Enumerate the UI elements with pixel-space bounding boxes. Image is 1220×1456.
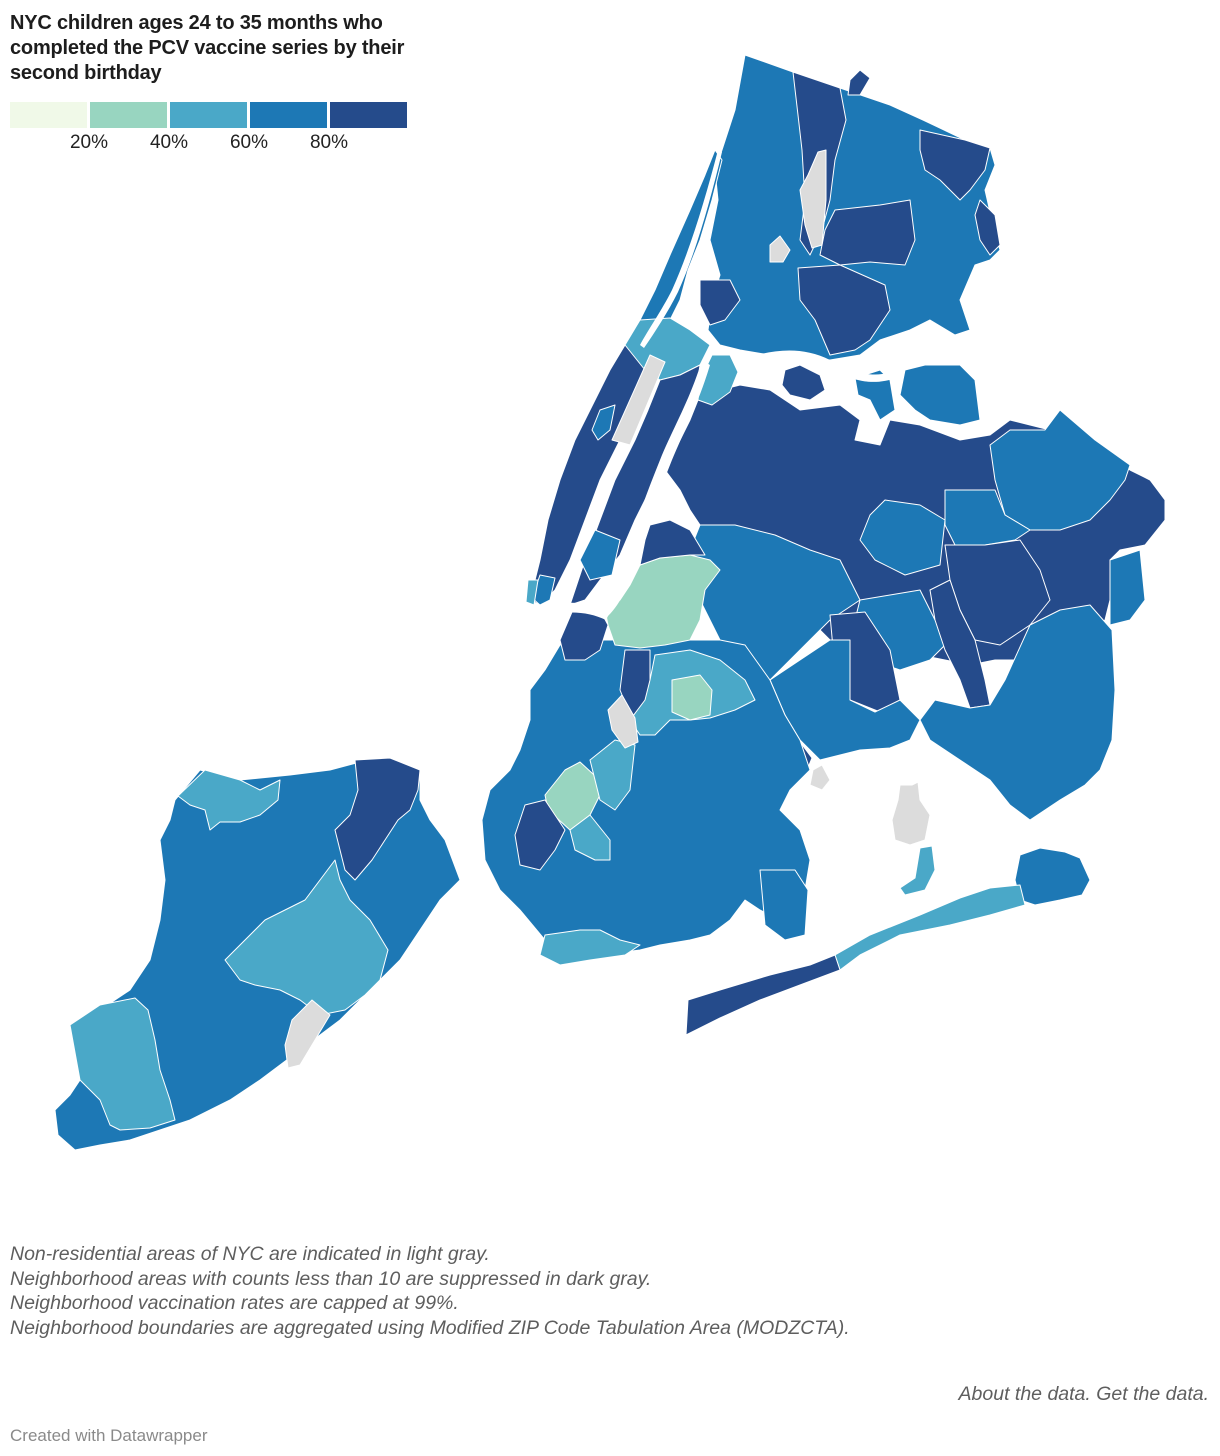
map-region[interactable] — [481, 639, 811, 956]
borough-bronx — [699, 54, 1001, 361]
chart-title: NYC children ages 24 to 35 months who co… — [10, 12, 405, 84]
legend-swatch-40-60 — [170, 102, 247, 128]
map-region-nonresidential — [809, 764, 831, 791]
map-region[interactable] — [525, 579, 539, 606]
map-region[interactable] — [854, 369, 896, 421]
borough-staten-island — [54, 757, 461, 1151]
map-region[interactable] — [579, 529, 621, 581]
map-region-nonresidential — [284, 999, 331, 1069]
legend-swatch-80-99 — [330, 102, 407, 128]
legend-swatch-0-20 — [10, 102, 87, 128]
map-region[interactable] — [69, 997, 176, 1131]
map-region-nonresidential — [891, 781, 931, 846]
note-nonresidential: Non-residential areas of NYC are indicat… — [10, 1243, 490, 1265]
legend-swatch-20-40 — [90, 102, 167, 128]
map-region[interactable] — [685, 954, 841, 1036]
map-region[interactable] — [671, 674, 713, 721]
map-region[interactable] — [899, 845, 936, 896]
legend-tick-80: 80% — [309, 132, 349, 153]
map-region[interactable] — [859, 499, 946, 576]
footnotes: Non-residential areas of NYC are indicat… — [10, 1242, 850, 1340]
borough-queens-south — [685, 781, 1091, 1036]
map-region[interactable] — [639, 519, 706, 566]
map-region[interactable] — [589, 739, 636, 811]
map-region-nonresidential — [611, 354, 666, 446]
datawrapper-credit[interactable]: Created with Datawrapper — [10, 1426, 208, 1445]
legend-tick-40: 40% — [149, 132, 189, 153]
map-region[interactable] — [781, 364, 826, 401]
map-region[interactable] — [919, 129, 991, 201]
note-modzcta: Neighborhood boundaries are aggregated u… — [10, 1316, 850, 1339]
waterways — [530, 150, 902, 620]
map-region[interactable] — [591, 404, 616, 441]
map-region-nonresidential — [799, 149, 827, 249]
map-region[interactable] — [334, 757, 421, 881]
map-region[interactable] — [539, 929, 641, 966]
map-region-nonresidential — [769, 235, 791, 263]
map-region-nonresidential — [607, 694, 639, 749]
map-region[interactable] — [974, 199, 1001, 256]
map-region[interactable] — [569, 814, 611, 861]
borough-queens — [664, 354, 1166, 821]
map-region[interactable] — [899, 364, 981, 426]
note-capped: Neighborhood vaccination rates are cappe… — [10, 1292, 459, 1314]
map-region[interactable] — [224, 859, 389, 1016]
borough-brooklyn — [481, 519, 811, 966]
get-data-link[interactable]: Get the data. — [1096, 1383, 1209, 1405]
map-region[interactable] — [1014, 847, 1091, 906]
nyc-choropleth-map[interactable] — [0, 0, 1220, 1200]
color-legend: 20% 40% 60% 80% — [10, 102, 410, 162]
map-region[interactable] — [989, 409, 1131, 531]
map-region[interactable] — [514, 799, 566, 871]
map-region[interactable] — [699, 279, 741, 326]
map-region[interactable] — [604, 554, 721, 649]
borough-manhattan — [525, 149, 723, 606]
note-suppressed: Neighborhood areas with counts less than… — [10, 1267, 652, 1290]
legend-swatch-60-80 — [250, 102, 327, 128]
map-region[interactable] — [759, 869, 809, 941]
map-region[interactable] — [919, 604, 1116, 821]
legend-tick-60: 60% — [229, 132, 269, 153]
legend-tick-20: 20% — [69, 132, 109, 153]
map-region[interactable] — [1109, 549, 1146, 626]
map-region[interactable] — [797, 264, 891, 356]
map-region[interactable] — [834, 884, 1026, 971]
map-region[interactable] — [847, 69, 871, 96]
map-region[interactable] — [944, 489, 1031, 546]
data-links: About the data. Get the data. — [959, 1383, 1209, 1406]
about-data-link[interactable]: About the data. — [958, 1383, 1091, 1405]
map-region[interactable] — [769, 639, 921, 761]
map-region[interactable] — [177, 769, 281, 831]
